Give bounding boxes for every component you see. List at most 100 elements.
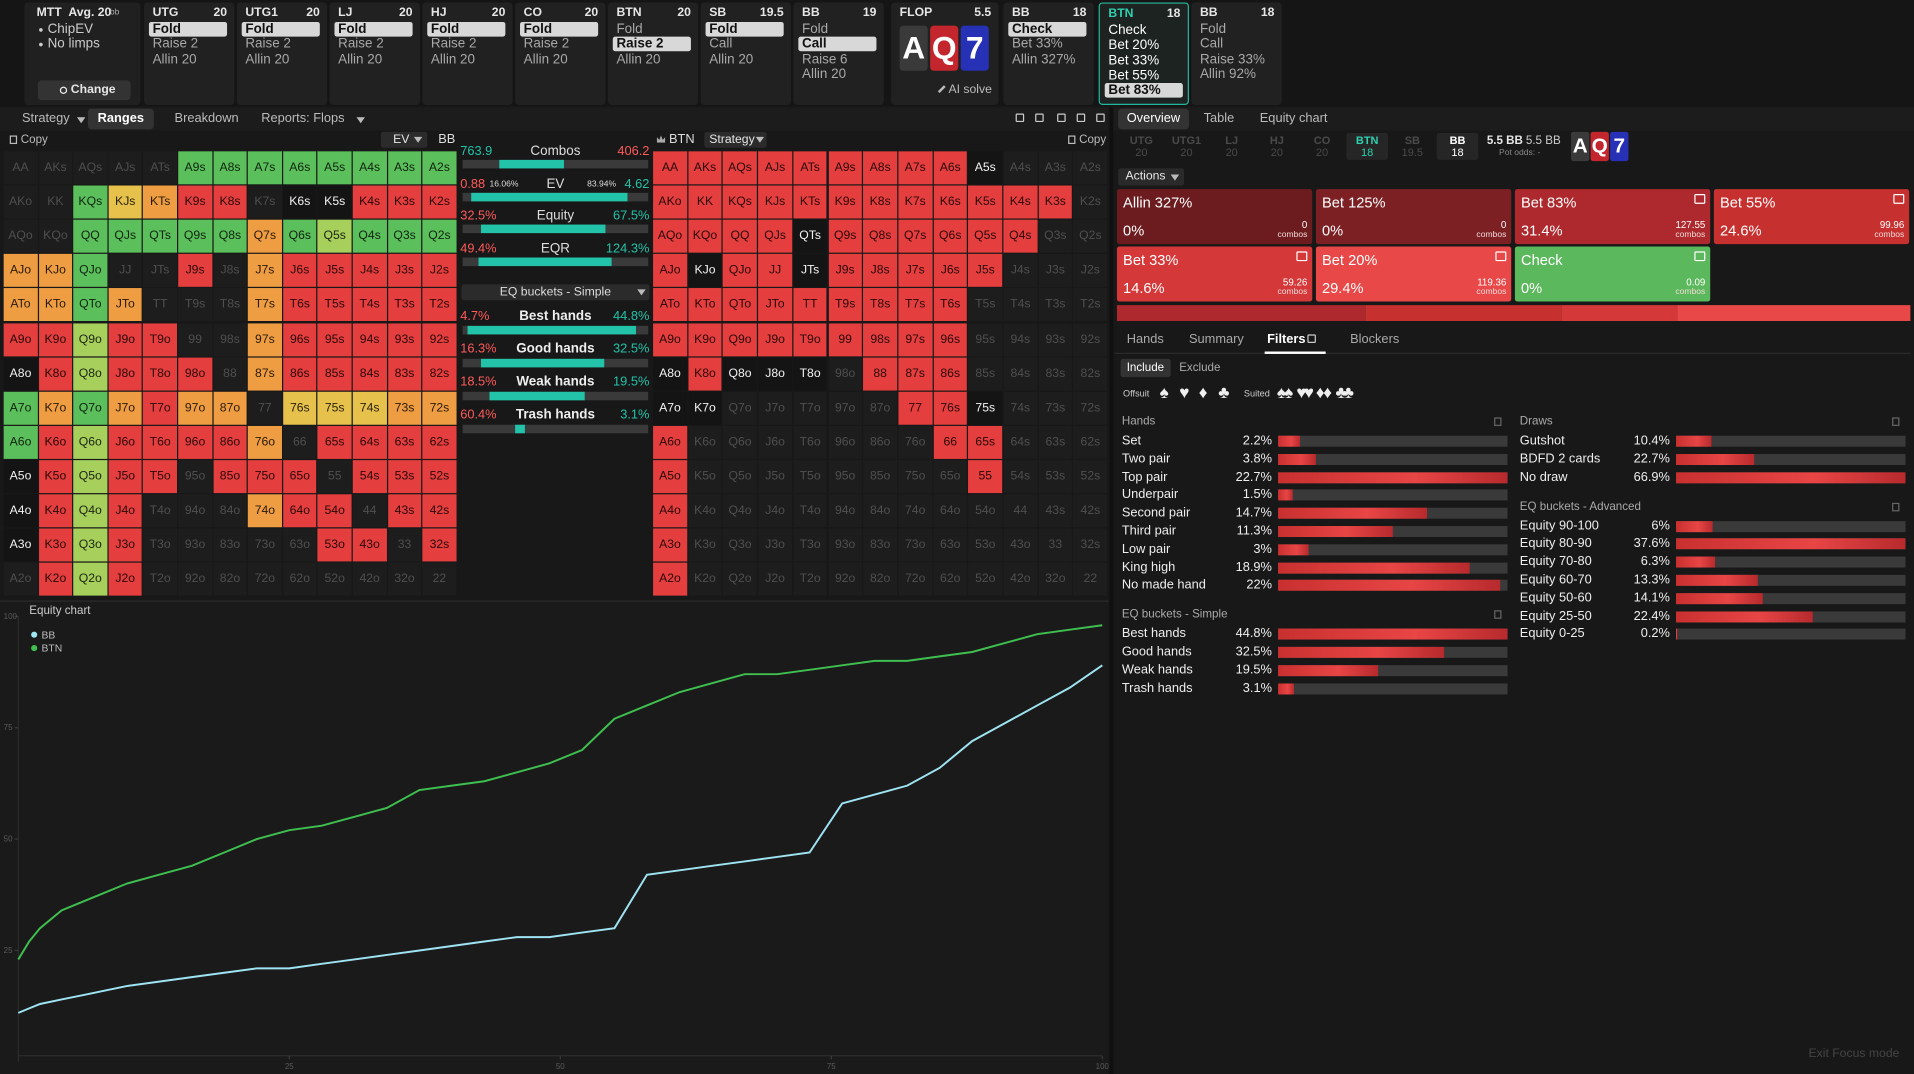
- ev-grid-cell[interactable]: KQs: [73, 185, 108, 219]
- strategy-grid-cell[interactable]: J2s: [1073, 254, 1108, 288]
- strategy-grid-cell[interactable]: 52s: [1073, 459, 1108, 494]
- player-action[interactable]: Call: [1199, 36, 1224, 52]
- strategy-grid-cell[interactable]: 98o: [828, 357, 863, 391]
- ev-grid-cell[interactable]: K3o: [38, 528, 73, 562]
- strategy-grid-cell[interactable]: 98s: [863, 322, 898, 356]
- strategy-grid-cell[interactable]: AJo: [653, 254, 687, 288]
- strategy-grid-cell[interactable]: Q3o: [723, 528, 757, 562]
- strategy-grid-cell[interactable]: 73s: [1038, 391, 1073, 425]
- strategy-grid-cell[interactable]: 43s: [1038, 494, 1073, 528]
- ev-grid-cell[interactable]: K7s: [248, 185, 282, 219]
- ev-grid-cell[interactable]: Q5o: [73, 459, 108, 494]
- ev-grid-cell[interactable]: 22: [422, 562, 457, 596]
- strategy-grid-cell[interactable]: 85o: [863, 459, 898, 494]
- player-action[interactable]: Fold: [241, 21, 320, 37]
- player-action[interactable]: Allin 20: [430, 51, 475, 67]
- ev-grid-cell[interactable]: AQo: [3, 219, 38, 253]
- strategy-grid-cell[interactable]: 96o: [828, 425, 863, 459]
- strategy-grid-cell[interactable]: 53o: [968, 528, 1003, 562]
- strategy-grid-cell[interactable]: JJ: [758, 254, 792, 288]
- strategy-grid-cell[interactable]: J2o: [758, 562, 792, 596]
- strategy-grid-cell[interactable]: A2o: [653, 562, 687, 596]
- ev-grid-cell[interactable]: J9o: [108, 322, 143, 356]
- player-action[interactable]: Raise 2: [523, 36, 570, 52]
- copy-button[interactable]: Copy: [20, 133, 48, 147]
- strategy-grid-cell[interactable]: K7s: [898, 185, 933, 219]
- ev-grid-cell[interactable]: 63o: [282, 528, 317, 562]
- ev-grid-cell[interactable]: A7s: [248, 151, 282, 185]
- suited-filter[interactable]: ♣: [1335, 382, 1347, 402]
- strategy-grid-cell[interactable]: 73o: [898, 528, 933, 562]
- strategy-grid-cell[interactable]: 82o: [863, 562, 898, 596]
- strip-seat[interactable]: HJ 20: [1256, 133, 1298, 160]
- strip-seat[interactable]: LJ 20: [1211, 133, 1253, 160]
- action-tile[interactable]: Bet 55% 24.6% 99.96 combos: [1713, 189, 1910, 245]
- ev-grid-cell[interactable]: QTs: [143, 219, 177, 253]
- strategy-grid-cell[interactable]: 52o: [968, 562, 1003, 596]
- strategy-grid-cell[interactable]: Q2s: [1073, 219, 1108, 253]
- ev-grid-cell[interactable]: 84o: [213, 494, 247, 528]
- ev-grid-cell[interactable]: K4o: [38, 494, 73, 528]
- action-tile[interactable]: Bet 125% 0% 0 combos: [1315, 189, 1512, 245]
- strategy-grid-cell[interactable]: 44: [1003, 494, 1038, 528]
- ev-grid-cell[interactable]: 97o: [178, 391, 212, 425]
- strategy-grid-cell[interactable]: 43o: [1003, 528, 1038, 562]
- ev-grid-cell[interactable]: J3s: [387, 254, 422, 288]
- offsuit-filter[interactable]: ♠: [1159, 382, 1169, 402]
- ev-grid-cell[interactable]: K2s: [422, 185, 457, 219]
- strategy-grid-cell[interactable]: A3o: [653, 528, 687, 562]
- ev-grid-cell[interactable]: J6o: [108, 425, 143, 459]
- strategy-grid-cell[interactable]: K4s: [1003, 185, 1038, 219]
- player-action[interactable]: Fold: [427, 21, 506, 37]
- ev-grid-cell[interactable]: 65s: [317, 425, 352, 459]
- ev-grid-cell[interactable]: 87o: [213, 391, 247, 425]
- player-column[interactable]: UTG 20 Fold Raise 2 Allin 20: [144, 2, 235, 105]
- suited-filter[interactable]: ♦: [1315, 382, 1326, 402]
- filter-tab[interactable]: Blockers: [1350, 331, 1400, 347]
- ev-grid-cell[interactable]: J2o: [108, 562, 143, 596]
- strategy-grid-cell[interactable]: AKo: [653, 185, 687, 219]
- filter-tab[interactable]: Summary: [1188, 331, 1244, 347]
- ev-grid-cell[interactable]: 76s: [282, 391, 317, 425]
- strip-seat[interactable]: UTG1 20: [1166, 133, 1208, 160]
- strategy-grid-cell[interactable]: K2s: [1073, 185, 1108, 219]
- ev-grid-cell[interactable]: 42s: [422, 494, 457, 528]
- ev-grid-cell[interactable]: 99: [178, 322, 212, 356]
- ev-grid-cell[interactable]: T9s: [178, 288, 212, 322]
- strategy-grid-cell[interactable]: K7o: [688, 391, 722, 425]
- strategy-grid-cell[interactable]: 32s: [1073, 528, 1108, 562]
- ev-grid-cell[interactable]: 84s: [352, 357, 387, 391]
- strategy-grid-cell[interactable]: K2o: [688, 562, 722, 596]
- ev-grid-cell[interactable]: T4o: [143, 494, 177, 528]
- strategy-grid-cell[interactable]: KQo: [688, 219, 722, 253]
- ev-grid-cell[interactable]: Q7o: [73, 391, 108, 425]
- ev-grid-cell[interactable]: QJs: [108, 219, 143, 253]
- ev-grid-cell[interactable]: K6o: [38, 425, 73, 459]
- ev-grid-cell[interactable]: Q3s: [387, 219, 422, 253]
- strategy-grid-cell[interactable]: 72s: [1073, 391, 1108, 425]
- player-action[interactable]: Check: [1008, 21, 1087, 37]
- ev-grid-cell[interactable]: 94o: [178, 494, 212, 528]
- player-column[interactable]: BTN 18 Check Bet 20% Bet 33% Bet 55% Bet 83%: [1098, 2, 1189, 105]
- ev-grid-cell[interactable]: 75o: [248, 459, 282, 494]
- ev-grid-cell[interactable]: 76o: [248, 425, 282, 459]
- ev-grid-cell[interactable]: T3o: [143, 528, 177, 562]
- strategy-grid-cell[interactable]: J4o: [758, 494, 792, 528]
- ev-grid-cell[interactable]: J7o: [108, 391, 143, 425]
- action-tile[interactable]: Bet 20% 29.4% 119.36 combos: [1315, 246, 1512, 302]
- strategy-grid-cell[interactable]: J9o: [758, 322, 792, 356]
- ev-grid-cell[interactable]: A5s: [317, 151, 352, 185]
- left-tab[interactable]: Reports: Flops: [251, 109, 366, 130]
- strategy-grid-cell[interactable]: 75o: [898, 459, 933, 494]
- player-column[interactable]: SB 19.5 Fold Call Allin 20: [700, 2, 792, 105]
- ev-grid-cell[interactable]: A8s: [213, 151, 247, 185]
- strategy-grid-cell[interactable]: K8o: [688, 357, 722, 391]
- ev-grid-cell[interactable]: T7o: [143, 391, 177, 425]
- strategy-grid-cell[interactable]: A8s: [863, 151, 898, 185]
- player-action[interactable]: Fold: [705, 21, 784, 37]
- strategy-grid-cell[interactable]: A9o: [653, 322, 687, 356]
- ev-grid-cell[interactable]: 86s: [282, 357, 317, 391]
- strategy-grid-cell[interactable]: KTs: [793, 185, 828, 219]
- strip-seat[interactable]: BTN 18: [1346, 133, 1388, 160]
- strategy-grid-cell[interactable]: JTs: [793, 254, 828, 288]
